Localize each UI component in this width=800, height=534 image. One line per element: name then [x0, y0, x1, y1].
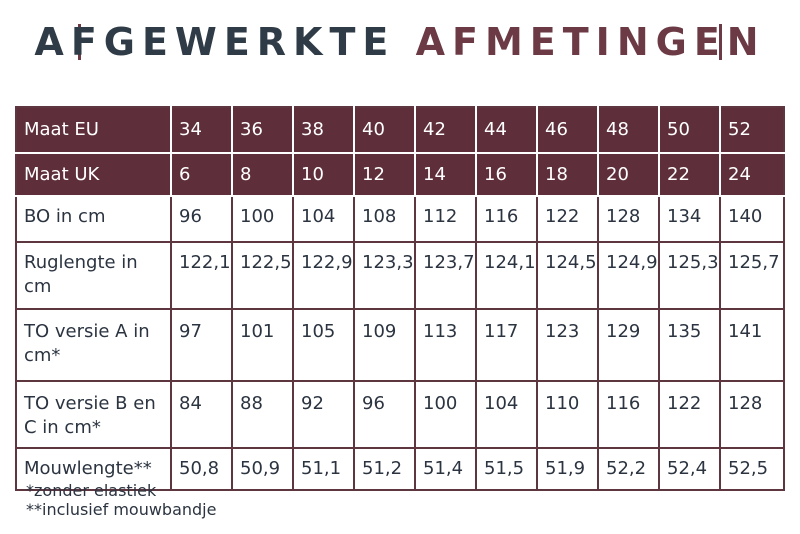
table-cell: 96: [170, 195, 233, 243]
table-cell: 123,7: [414, 241, 477, 310]
row-label: Maat UK: [15, 152, 172, 197]
row-label: TO versie A in cm*: [15, 308, 172, 382]
table-cell: 44: [475, 106, 538, 154]
table-cell: 110: [536, 380, 599, 449]
table-cell: 16: [475, 152, 538, 197]
table-cell: 101: [231, 308, 294, 382]
table-cell: 51,2: [353, 447, 416, 491]
table-cell: 124,1: [475, 241, 538, 310]
table-cell: 129: [597, 308, 660, 382]
table-cell: 40: [353, 106, 416, 154]
table-cell: 105: [292, 308, 355, 382]
table-cell: 96: [353, 380, 416, 449]
table-cell: 140: [719, 195, 785, 243]
table-cell: 100: [414, 380, 477, 449]
table-cell: 135: [658, 308, 721, 382]
table-cell: 141: [719, 308, 785, 382]
table-cell: 128: [719, 380, 785, 449]
table-cell: 52,2: [597, 447, 660, 491]
table-cell: 51,5: [475, 447, 538, 491]
footnote-cuff: **inclusief mouwbandje: [26, 500, 217, 519]
title-word-1: AFGEWERKTE: [34, 20, 396, 64]
table-cell: 124,5: [536, 241, 599, 310]
table-cell: 134: [658, 195, 721, 243]
table-cell: 52: [719, 106, 785, 154]
table-cell: 122: [536, 195, 599, 243]
table-cell: 123: [536, 308, 599, 382]
table-row: Ruglengte in cm 122,1 122,5 122,9 123,3 123,7…: [15, 241, 785, 310]
table-row: TO versie B en C in cm* 84 88 92 96 100 104 110…: [15, 380, 785, 449]
row-label: Maat EU: [15, 106, 172, 154]
table-cell: 84: [170, 380, 233, 449]
table-cell: 51,4: [414, 447, 477, 491]
table-cell: 116: [475, 195, 538, 243]
table-cell: 104: [475, 380, 538, 449]
table-cell: 50,8: [170, 447, 233, 491]
table-row: Mouwlengte** 50,8 50,9 51,1 51,2 51,4 51,5 51,9…: [15, 447, 785, 491]
table-cell: 88: [231, 380, 294, 449]
table-cell: 113: [414, 308, 477, 382]
size-table: Maat EU 34 36 38 40 42 44 46 48 50 52 Maat UK 6 8 10 12…: [15, 106, 785, 491]
table-cell: 42: [414, 106, 477, 154]
table-cell: 123,3: [353, 241, 416, 310]
title-word-2: AFMETINGEN: [415, 20, 766, 64]
table-row: BO in cm 96 100 104 108 112 116 122 128 134 140: [15, 195, 785, 243]
table-cell: 46: [536, 106, 599, 154]
table-cell: 50: [658, 106, 721, 154]
table-cell: 36: [231, 106, 294, 154]
table-cell: 122,1: [170, 241, 233, 310]
table-cell: 48: [597, 106, 660, 154]
table-cell: 14: [414, 152, 477, 197]
table-cell: 24: [719, 152, 785, 197]
table-cell: 104: [292, 195, 355, 243]
table-cell: 116: [597, 380, 660, 449]
table-cell: 108: [353, 195, 416, 243]
table-cell: 122: [658, 380, 721, 449]
table-cell: 52,5: [719, 447, 785, 491]
table-cell: 50,9: [231, 447, 294, 491]
row-label: BO in cm: [15, 195, 172, 243]
row-label: Mouwlengte**: [15, 447, 172, 491]
table-cell: 20: [597, 152, 660, 197]
table-cell: 117: [475, 308, 538, 382]
table-cell: 10: [292, 152, 355, 197]
table-cell: 51,1: [292, 447, 355, 491]
table-cell: 122,5: [231, 241, 294, 310]
table-cell: 122,9: [292, 241, 355, 310]
table-cell: 18: [536, 152, 599, 197]
table-row: TO versie A in cm* 97 101 105 109 113 117 123 12…: [15, 308, 785, 382]
table-cell: 12: [353, 152, 416, 197]
table-cell: 109: [353, 308, 416, 382]
table-cell: 34: [170, 106, 233, 154]
table-cell: 97: [170, 308, 233, 382]
table-cell: 22: [658, 152, 721, 197]
footnotes: *zonder elastiek **inclusief mouwbandje: [26, 481, 216, 519]
table-cell: 6: [170, 152, 233, 197]
page-title: AFGEWERKTE AFMETINGEN: [0, 14, 800, 70]
title-divider-right: [719, 24, 722, 60]
table-header-row: Maat UK 6 8 10 12 14 16 18 20 22 24: [15, 152, 785, 197]
row-label: Ruglengte in cm: [15, 241, 172, 310]
table-cell: 52,4: [658, 447, 721, 491]
footnote-elastic: *zonder elastiek: [26, 481, 157, 500]
table-cell: 125,7: [719, 241, 785, 310]
table-cell: 92: [292, 380, 355, 449]
table-cell: 112: [414, 195, 477, 243]
table-cell: 128: [597, 195, 660, 243]
table-cell: 124,9: [597, 241, 660, 310]
row-label: TO versie B en C in cm*: [15, 380, 172, 449]
table-cell: 100: [231, 195, 294, 243]
table-cell: 8: [231, 152, 294, 197]
table-cell: 125,3: [658, 241, 721, 310]
table-cell: 51,9: [536, 447, 599, 491]
table-header-row: Maat EU 34 36 38 40 42 44 46 48 50 52: [15, 106, 785, 154]
table-cell: 38: [292, 106, 355, 154]
title-divider-left: [78, 24, 81, 60]
